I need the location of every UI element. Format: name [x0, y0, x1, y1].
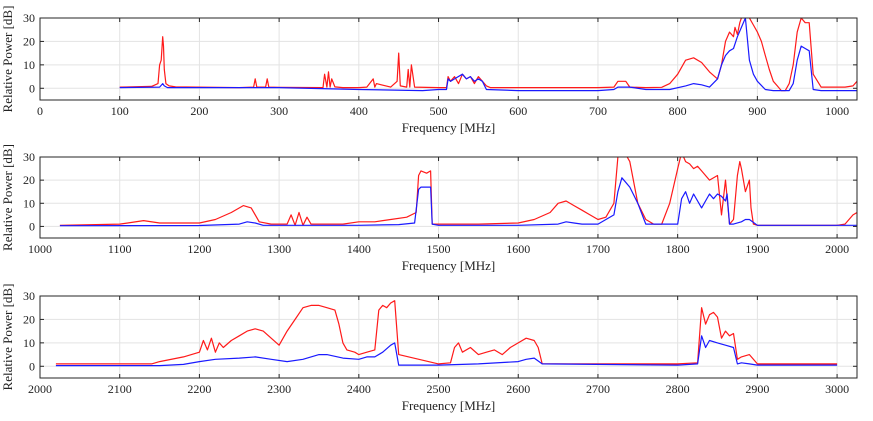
y-tick-label: 0 [29, 219, 35, 233]
y-tick-label: 30 [23, 289, 35, 303]
x-tick-label: 2000 [825, 242, 849, 256]
y-axis-label: Relative Power [dB] [0, 6, 15, 113]
y-tick-label: 20 [23, 34, 35, 48]
x-tick-label: 400 [350, 104, 368, 118]
y-axis-label: Relative Power [dB] [0, 144, 15, 251]
x-tick-label: 2900 [745, 382, 769, 396]
y-tick-label: 30 [23, 150, 35, 164]
x-tick-label: 1100 [108, 242, 132, 256]
x-tick-label: 2200 [187, 382, 211, 396]
y-tick-label: 0 [29, 81, 35, 95]
x-tick-label: 1500 [427, 242, 451, 256]
x-tick-label: 2800 [666, 382, 690, 396]
x-tick-label: 1700 [586, 242, 610, 256]
x-tick-label: 1000 [825, 104, 849, 118]
x-tick-label: 900 [748, 104, 766, 118]
x-tick-label: 2400 [347, 382, 371, 396]
x-tick-label: 100 [111, 104, 129, 118]
x-tick-label: 1300 [267, 242, 291, 256]
y-tick-label: 20 [23, 173, 35, 187]
x-tick-label: 2500 [427, 382, 451, 396]
x-tick-label: 800 [669, 104, 687, 118]
series-line-blue [119, 18, 857, 92]
y-tick-label: 20 [23, 312, 35, 326]
x-tick-label: 2100 [108, 382, 132, 396]
x-tick-label: 0 [37, 104, 43, 118]
series-line-red [59, 157, 857, 226]
y-tick-label: 10 [23, 196, 35, 210]
x-tick-label: 3000 [825, 382, 849, 396]
series-line-blue [55, 335, 838, 367]
x-axis-label: Frequency [MHz] [402, 120, 496, 135]
x-tick-label: 1800 [666, 242, 690, 256]
x-tick-label: 200 [190, 104, 208, 118]
x-tick-label: 2700 [586, 382, 610, 396]
x-tick-label: 500 [430, 104, 448, 118]
x-axis-label: Frequency [MHz] [402, 398, 496, 413]
y-tick-label: 30 [23, 11, 35, 25]
x-tick-label: 600 [509, 104, 527, 118]
x-tick-label: 2000 [28, 382, 52, 396]
x-tick-label: 1000 [28, 242, 52, 256]
panel-2: 1000 1100 1200 1300 1400 1500 1600 1700 1800 1900… [0, 144, 858, 273]
series-line-blue [59, 177, 857, 227]
x-tick-label: 2600 [506, 382, 530, 396]
x-tick-label: 1200 [187, 242, 211, 256]
x-tick-label: 2300 [267, 382, 291, 396]
x-tick-label: 300 [270, 104, 288, 118]
y-tick-label: 0 [29, 359, 35, 373]
axes-frame [39, 156, 858, 239]
y-tick-label: 10 [23, 336, 35, 350]
x-tick-label: 1900 [745, 242, 769, 256]
y-tick-label: 10 [23, 58, 35, 72]
x-axis-label: Frequency [MHz] [402, 258, 496, 273]
series-line-red [55, 300, 838, 365]
panel-3: 2000 2100 2200 2300 2400 2500 2600 2700 2800 2900… [0, 284, 858, 413]
x-tick-label: 1600 [506, 242, 530, 256]
axes-frame [39, 295, 858, 379]
x-tick-label: 700 [589, 104, 607, 118]
axes-frame [39, 17, 858, 101]
y-axis-label: Relative Power [dB] [0, 284, 15, 391]
x-tick-label: 1400 [347, 242, 371, 256]
panel-1: 0 100 200 300 400 500 600 700 800 900 1000 0 10 20 30 F… [0, 6, 858, 135]
